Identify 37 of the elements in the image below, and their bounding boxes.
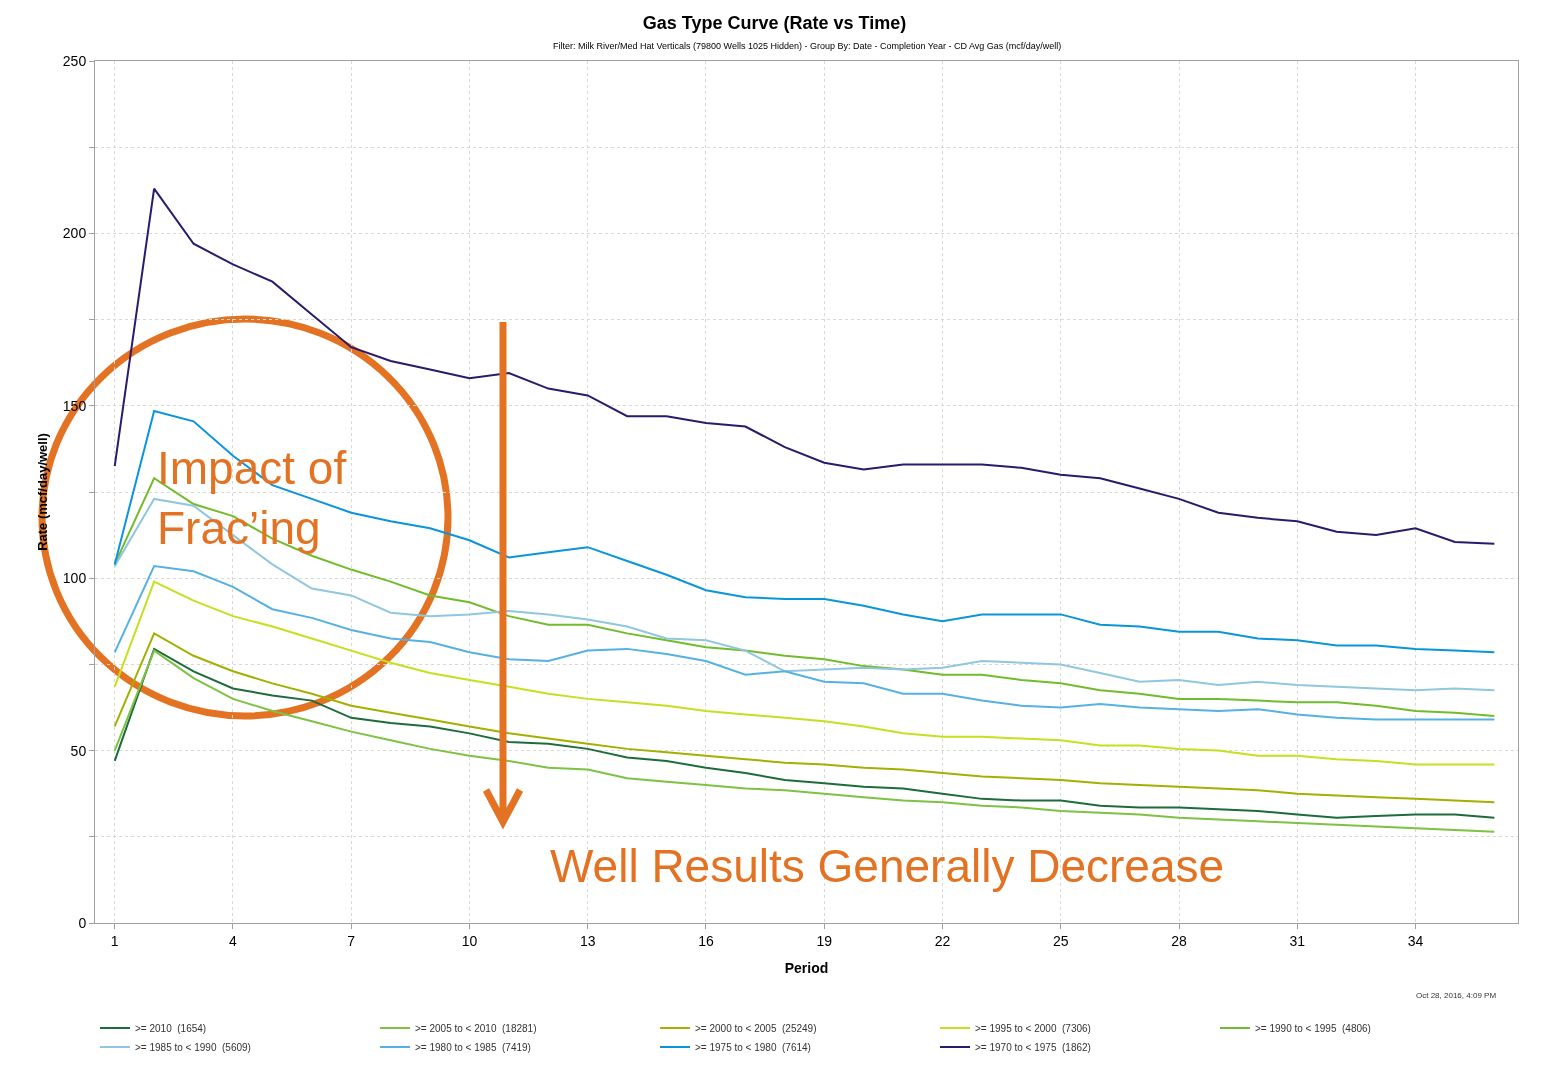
line-series bbox=[113, 632, 1496, 804]
legend-label: >= 1980 to < 1985 (7419) bbox=[415, 1041, 531, 1053]
line-series bbox=[113, 497, 1496, 692]
y-tick-label: 0 bbox=[78, 914, 87, 931]
x-axis-title: Period bbox=[784, 960, 829, 977]
legend-label: >= 1975 to < 1980 (7614) bbox=[695, 1041, 811, 1053]
legend-label: >= 1985 to < 1990 (5609) bbox=[135, 1041, 251, 1053]
x-tick-label: 4 bbox=[229, 932, 238, 949]
x-tick-label: 31 bbox=[1289, 932, 1306, 949]
x-tick-label: 22 bbox=[934, 932, 951, 949]
legend-label: >= 2005 to < 2010 (18281) bbox=[415, 1022, 537, 1034]
y-tick-label: 250 bbox=[62, 52, 87, 69]
x-tick-label: 34 bbox=[1407, 932, 1424, 949]
chart-subtitle: Filter: Milk River/Med Hat Verticals (79800 Wells 1025 Hidden) - Group By: Date - Completion Year - CD Avg Gas (mcf/day/well) bbox=[553, 41, 1062, 51]
legend-label: >= 2000 to < 2005 (25249) bbox=[695, 1022, 817, 1034]
y-tick-label: 50 bbox=[70, 742, 87, 759]
x-tick-label: 1 bbox=[110, 932, 119, 949]
legend-label: >= 1990 to < 1995 (4806) bbox=[1255, 1022, 1371, 1034]
legend-label: >= 1970 to < 1975 (1862) bbox=[975, 1041, 1091, 1053]
y-tick-label: 100 bbox=[62, 570, 87, 587]
y-axis-title: Rate (mcf/day/well) bbox=[34, 433, 50, 551]
x-tick-label: 7 bbox=[347, 932, 356, 949]
x-tick-label: 13 bbox=[579, 932, 596, 949]
chart-title: Gas Type Curve (Rate vs Time) bbox=[642, 12, 907, 33]
x-tick-label: 28 bbox=[1171, 932, 1187, 949]
y-tick-label: 200 bbox=[62, 225, 87, 242]
line-series bbox=[113, 409, 1496, 654]
legend-label: >= 2010 (1654) bbox=[135, 1022, 207, 1034]
annotation: Well Results Generally Decrease bbox=[550, 840, 1225, 892]
legend-label: >= 1995 to < 2000 (7306) bbox=[975, 1022, 1091, 1034]
x-tick-label: 19 bbox=[816, 932, 833, 949]
line-series bbox=[113, 565, 1496, 721]
text: Oct 28, 2016, 4:09 PM bbox=[1416, 991, 1497, 1000]
x-tick-label: 25 bbox=[1052, 932, 1069, 949]
x-tick-label: 10 bbox=[461, 932, 478, 949]
line-series bbox=[113, 580, 1496, 766]
x-tick-label: 16 bbox=[698, 932, 714, 949]
